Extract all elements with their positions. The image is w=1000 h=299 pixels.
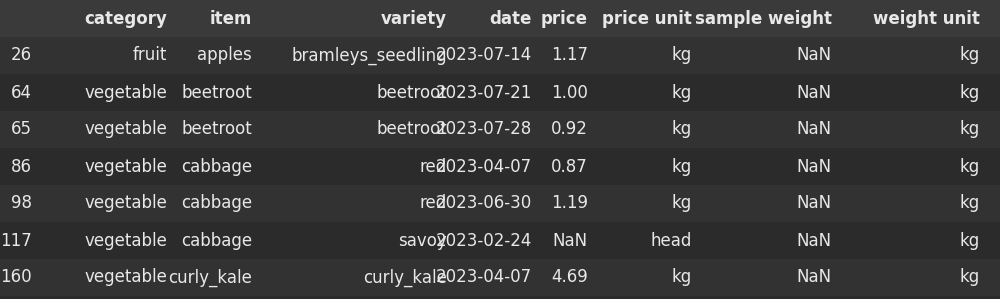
Text: 98: 98 xyxy=(11,195,32,213)
Text: kg: kg xyxy=(960,83,980,101)
Text: beetroot: beetroot xyxy=(181,120,252,138)
Text: category: category xyxy=(84,10,167,28)
Bar xyxy=(0,185,1000,222)
Text: kg: kg xyxy=(672,47,692,65)
Text: 26: 26 xyxy=(11,47,32,65)
Text: vegetable: vegetable xyxy=(84,269,167,286)
Bar xyxy=(0,148,1000,185)
Text: 2023-04-07: 2023-04-07 xyxy=(436,158,532,176)
Text: vegetable: vegetable xyxy=(84,195,167,213)
Text: 2023-07-28: 2023-07-28 xyxy=(436,120,532,138)
Bar xyxy=(0,111,1000,148)
Text: NaN: NaN xyxy=(797,120,832,138)
Text: 1.19: 1.19 xyxy=(551,195,588,213)
Text: kg: kg xyxy=(960,269,980,286)
Text: bramleys_seedling: bramleys_seedling xyxy=(291,46,447,65)
Text: cabbage: cabbage xyxy=(181,195,252,213)
Bar xyxy=(0,259,1000,296)
Text: kg: kg xyxy=(960,195,980,213)
Text: 0.92: 0.92 xyxy=(551,120,588,138)
Text: weight unit: weight unit xyxy=(873,10,980,28)
Text: head: head xyxy=(651,231,692,249)
Text: vegetable: vegetable xyxy=(84,120,167,138)
Text: vegetable: vegetable xyxy=(84,231,167,249)
Text: beetroot: beetroot xyxy=(181,83,252,101)
Text: 2023-06-30: 2023-06-30 xyxy=(436,195,532,213)
Text: NaN: NaN xyxy=(797,83,832,101)
Text: item: item xyxy=(210,10,252,28)
Text: red: red xyxy=(420,195,447,213)
Text: kg: kg xyxy=(672,83,692,101)
Text: 2023-02-24: 2023-02-24 xyxy=(436,231,532,249)
Text: beetroot: beetroot xyxy=(376,120,447,138)
Text: 2023-07-21: 2023-07-21 xyxy=(436,83,532,101)
Text: cabbage: cabbage xyxy=(181,231,252,249)
Text: curly_kale: curly_kale xyxy=(363,269,447,287)
Text: price: price xyxy=(541,10,588,28)
Bar xyxy=(0,74,1000,111)
Text: kg: kg xyxy=(960,231,980,249)
Text: NaN: NaN xyxy=(797,158,832,176)
Text: vegetable: vegetable xyxy=(84,83,167,101)
Text: 2023-04-07: 2023-04-07 xyxy=(436,269,532,286)
Text: NaN: NaN xyxy=(797,269,832,286)
Text: NaN: NaN xyxy=(797,47,832,65)
Text: vegetable: vegetable xyxy=(84,158,167,176)
Bar xyxy=(0,222,1000,259)
Text: NaN: NaN xyxy=(797,231,832,249)
Text: date: date xyxy=(490,10,532,28)
Text: kg: kg xyxy=(960,120,980,138)
Text: 1.17: 1.17 xyxy=(551,47,588,65)
Text: 65: 65 xyxy=(11,120,32,138)
Text: curly_kale: curly_kale xyxy=(168,269,252,287)
Text: kg: kg xyxy=(960,47,980,65)
Bar xyxy=(0,37,1000,74)
Text: cabbage: cabbage xyxy=(181,158,252,176)
Text: sample weight: sample weight xyxy=(695,10,832,28)
Text: apples: apples xyxy=(197,47,252,65)
Text: 2023-07-14: 2023-07-14 xyxy=(436,47,532,65)
Text: NaN: NaN xyxy=(797,195,832,213)
Text: savoy: savoy xyxy=(398,231,447,249)
Text: 4.69: 4.69 xyxy=(551,269,588,286)
Text: 117: 117 xyxy=(0,231,32,249)
Text: kg: kg xyxy=(960,158,980,176)
Bar xyxy=(0,0,1000,37)
Text: 86: 86 xyxy=(11,158,32,176)
Text: 160: 160 xyxy=(0,269,32,286)
Text: kg: kg xyxy=(672,158,692,176)
Text: kg: kg xyxy=(672,120,692,138)
Text: 0.87: 0.87 xyxy=(551,158,588,176)
Text: NaN: NaN xyxy=(553,231,588,249)
Text: variety: variety xyxy=(381,10,447,28)
Text: fruit: fruit xyxy=(133,47,167,65)
Text: beetroot: beetroot xyxy=(376,83,447,101)
Text: kg: kg xyxy=(672,269,692,286)
Text: price unit: price unit xyxy=(602,10,692,28)
Text: 64: 64 xyxy=(11,83,32,101)
Text: 1.00: 1.00 xyxy=(551,83,588,101)
Text: kg: kg xyxy=(672,195,692,213)
Text: red: red xyxy=(420,158,447,176)
